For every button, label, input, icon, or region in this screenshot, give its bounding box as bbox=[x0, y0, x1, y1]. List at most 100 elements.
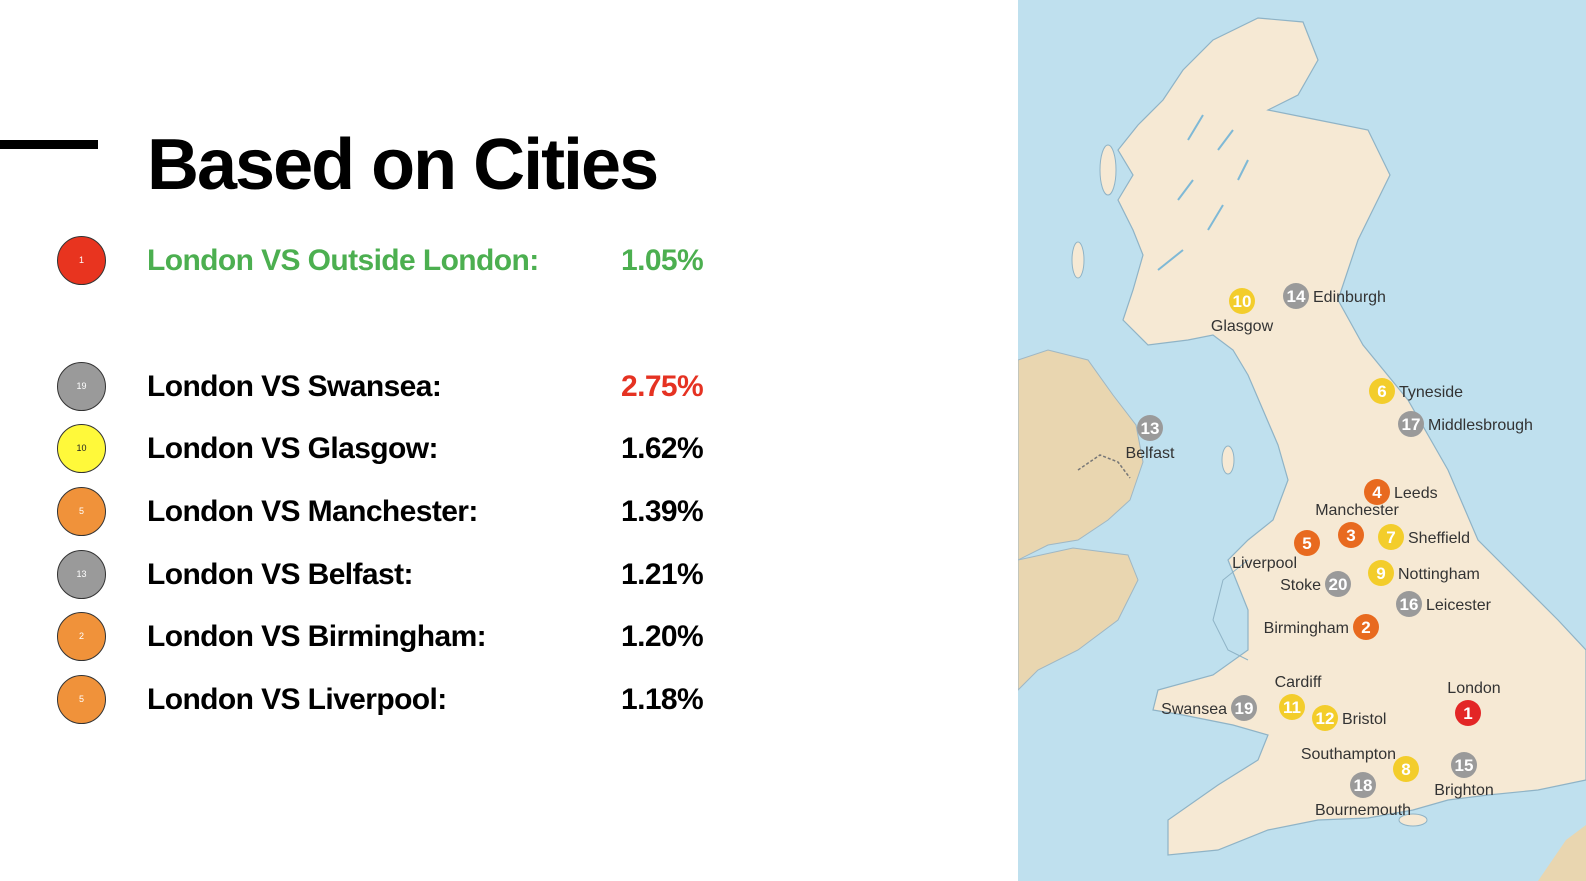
city-marker bbox=[1283, 283, 1309, 309]
rank-badge: 1 bbox=[57, 236, 106, 285]
city-rank: 15 bbox=[1455, 756, 1474, 775]
city-rank: 10 bbox=[1233, 292, 1252, 311]
hebrides-island-2 bbox=[1071, 241, 1085, 279]
city-label: Glasgow bbox=[1211, 318, 1274, 335]
comparison-label: London VS Belfast: bbox=[147, 558, 413, 591]
scottish-lochs bbox=[1157, 114, 1249, 271]
ireland-landmass bbox=[1018, 349, 1144, 561]
city-label: Swansea bbox=[1161, 701, 1227, 718]
comparison-row: 5 London VS Manchester: 1.39% bbox=[0, 485, 760, 541]
comparison-value: 1.18% bbox=[621, 683, 704, 716]
city-marker bbox=[1364, 479, 1390, 505]
ireland-landmass-south bbox=[1018, 547, 1139, 691]
city-label: Bristol bbox=[1342, 711, 1386, 728]
accent-bar bbox=[0, 140, 98, 149]
comparison-row: 5 London VS Liverpool: 1.18% bbox=[0, 673, 760, 729]
rank-badge: 10 bbox=[57, 424, 106, 473]
comparison-value: 1.39% bbox=[621, 495, 704, 528]
isle-of-man bbox=[1221, 445, 1235, 475]
city-label: Belfast bbox=[1126, 445, 1175, 462]
city-label: Bournemouth bbox=[1315, 802, 1411, 819]
comparison-row: 13 London VS Belfast: 1.21% bbox=[0, 548, 760, 604]
comparison-row: 10 London VS Glasgow: 1.62% bbox=[0, 422, 760, 478]
comparison-row: 19 London VS Swansea: 2.75% bbox=[0, 360, 760, 416]
rank-badge: 5 bbox=[57, 487, 106, 536]
city-rank: 4 bbox=[1372, 483, 1382, 502]
city-marker bbox=[1393, 756, 1419, 782]
city-marker bbox=[1231, 695, 1257, 721]
city-label: Liverpool bbox=[1232, 555, 1297, 572]
city-rank: 1 bbox=[1463, 704, 1472, 723]
city-marker bbox=[1368, 560, 1394, 586]
great-britain-landmass bbox=[1117, 17, 1586, 856]
city-marker bbox=[1137, 415, 1163, 441]
city-rank: 14 bbox=[1287, 287, 1306, 306]
city-rank: 6 bbox=[1377, 382, 1386, 401]
city-label: Manchester bbox=[1315, 502, 1399, 519]
city-rank: 7 bbox=[1386, 528, 1395, 547]
city-label: Leicester bbox=[1426, 597, 1492, 614]
city-label: Sheffield bbox=[1408, 530, 1470, 547]
comparison-label: London VS Outside London: bbox=[147, 244, 539, 277]
comparison-value: 1.05% bbox=[621, 244, 704, 277]
city-marker bbox=[1398, 411, 1424, 437]
comparison-label: London VS Manchester: bbox=[147, 495, 478, 528]
city-marker bbox=[1396, 591, 1422, 617]
city-rank: 5 bbox=[1302, 534, 1311, 553]
city-marker bbox=[1378, 524, 1404, 550]
city-rank: 12 bbox=[1316, 709, 1335, 728]
highlight-row: 1 London VS Outside London: 1.05% bbox=[0, 234, 760, 290]
city-rank: 20 bbox=[1329, 575, 1348, 594]
city-marker bbox=[1455, 700, 1481, 726]
city-label: Middlesbrough bbox=[1428, 417, 1533, 434]
slide-title: Based on Cities bbox=[147, 125, 659, 205]
comparison-value: 1.62% bbox=[621, 432, 704, 465]
isle-of-wight bbox=[1398, 813, 1428, 827]
city-marker bbox=[1312, 705, 1338, 731]
city-rank: 17 bbox=[1402, 415, 1421, 434]
hebrides-island bbox=[1099, 144, 1117, 196]
city-label: Brighton bbox=[1434, 782, 1494, 799]
city-rank: 9 bbox=[1376, 564, 1385, 583]
city-label: Southampton bbox=[1301, 746, 1396, 763]
comparison-value: 1.20% bbox=[621, 620, 704, 653]
city-label: Tyneside bbox=[1399, 384, 1463, 401]
rank-badge: 5 bbox=[57, 675, 106, 724]
city-marker bbox=[1294, 530, 1320, 556]
city-rank: 18 bbox=[1354, 776, 1373, 795]
comparison-value: 2.75% bbox=[621, 370, 704, 403]
comparison-label: London VS Liverpool: bbox=[147, 683, 447, 716]
city-rank: 19 bbox=[1235, 699, 1254, 718]
comparison-label: London VS Birmingham: bbox=[147, 620, 487, 653]
city-label: Edinburgh bbox=[1313, 289, 1386, 306]
city-rank: 16 bbox=[1400, 595, 1419, 614]
rank-badge: 2 bbox=[57, 612, 106, 661]
city-rank: 3 bbox=[1346, 526, 1355, 545]
city-marker bbox=[1279, 694, 1305, 720]
city-marker bbox=[1451, 752, 1477, 778]
uk-map: 1 London 2 Birmingham 3 Manchester 4 Leeds 5 Live… bbox=[1018, 0, 1586, 881]
comparison-label: London VS Swansea: bbox=[147, 370, 442, 403]
city-marker bbox=[1338, 522, 1364, 548]
northern-ireland-border bbox=[1077, 454, 1131, 479]
wales-coast bbox=[1212, 559, 1249, 661]
city-rank: 13 bbox=[1141, 419, 1160, 438]
city-marker bbox=[1353, 614, 1379, 640]
city-label: Cardiff bbox=[1275, 674, 1322, 691]
comparison-label: London VS Glasgow: bbox=[147, 432, 438, 465]
city-marker bbox=[1325, 571, 1351, 597]
city-label: Birmingham bbox=[1264, 620, 1349, 637]
city-marker bbox=[1350, 772, 1376, 798]
city-rank: 11 bbox=[1283, 698, 1301, 717]
rank-badge: 19 bbox=[57, 362, 106, 411]
city-marker bbox=[1369, 378, 1395, 404]
city-label: Stoke bbox=[1280, 577, 1321, 594]
comparison-value: 1.21% bbox=[621, 558, 704, 591]
comparison-row: 2 London VS Birmingham: 1.20% bbox=[0, 610, 760, 666]
continent-landmass bbox=[1538, 825, 1586, 881]
city-label: Nottingham bbox=[1398, 566, 1480, 583]
rank-badge: 13 bbox=[57, 550, 106, 599]
